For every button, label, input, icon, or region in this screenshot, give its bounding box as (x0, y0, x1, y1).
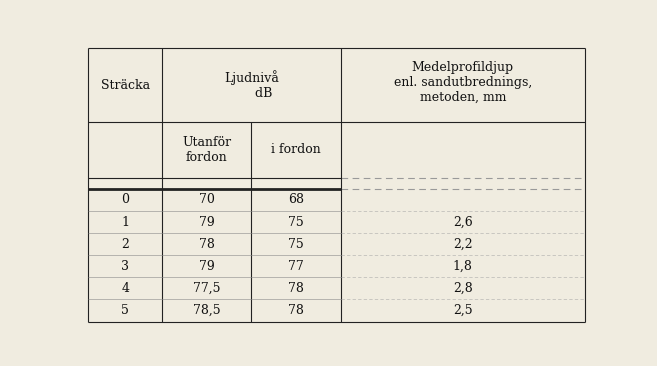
Text: 4: 4 (121, 282, 129, 295)
Text: 2,8: 2,8 (453, 282, 473, 295)
Text: 78: 78 (288, 282, 304, 295)
Text: 2,2: 2,2 (453, 238, 472, 251)
Text: 78: 78 (199, 238, 215, 251)
Text: 75: 75 (288, 216, 304, 229)
Text: i fordon: i fordon (271, 143, 321, 157)
Text: 1: 1 (121, 216, 129, 229)
Text: 5: 5 (122, 304, 129, 317)
Text: 2,6: 2,6 (453, 216, 473, 229)
Text: 77: 77 (288, 260, 304, 273)
Text: 78: 78 (288, 304, 304, 317)
Text: 3: 3 (121, 260, 129, 273)
Text: 70: 70 (199, 194, 215, 206)
Text: Ljudnivå
      dB: Ljudnivå dB (224, 70, 279, 100)
Text: Utanför
fordon: Utanför fordon (182, 136, 231, 164)
Text: 78,5: 78,5 (193, 304, 221, 317)
Text: Medelprofildjup
enl. sandutbrednings,
metoden, mm: Medelprofildjup enl. sandutbrednings, me… (394, 61, 532, 104)
Text: 77,5: 77,5 (193, 282, 221, 295)
Text: 79: 79 (199, 260, 215, 273)
Text: Sträcka: Sträcka (101, 79, 150, 92)
Text: 0: 0 (121, 194, 129, 206)
Text: 2: 2 (122, 238, 129, 251)
Text: 79: 79 (199, 216, 215, 229)
Text: 75: 75 (288, 238, 304, 251)
Text: 1,8: 1,8 (453, 260, 473, 273)
Text: 2,5: 2,5 (453, 304, 472, 317)
Text: 68: 68 (288, 194, 304, 206)
